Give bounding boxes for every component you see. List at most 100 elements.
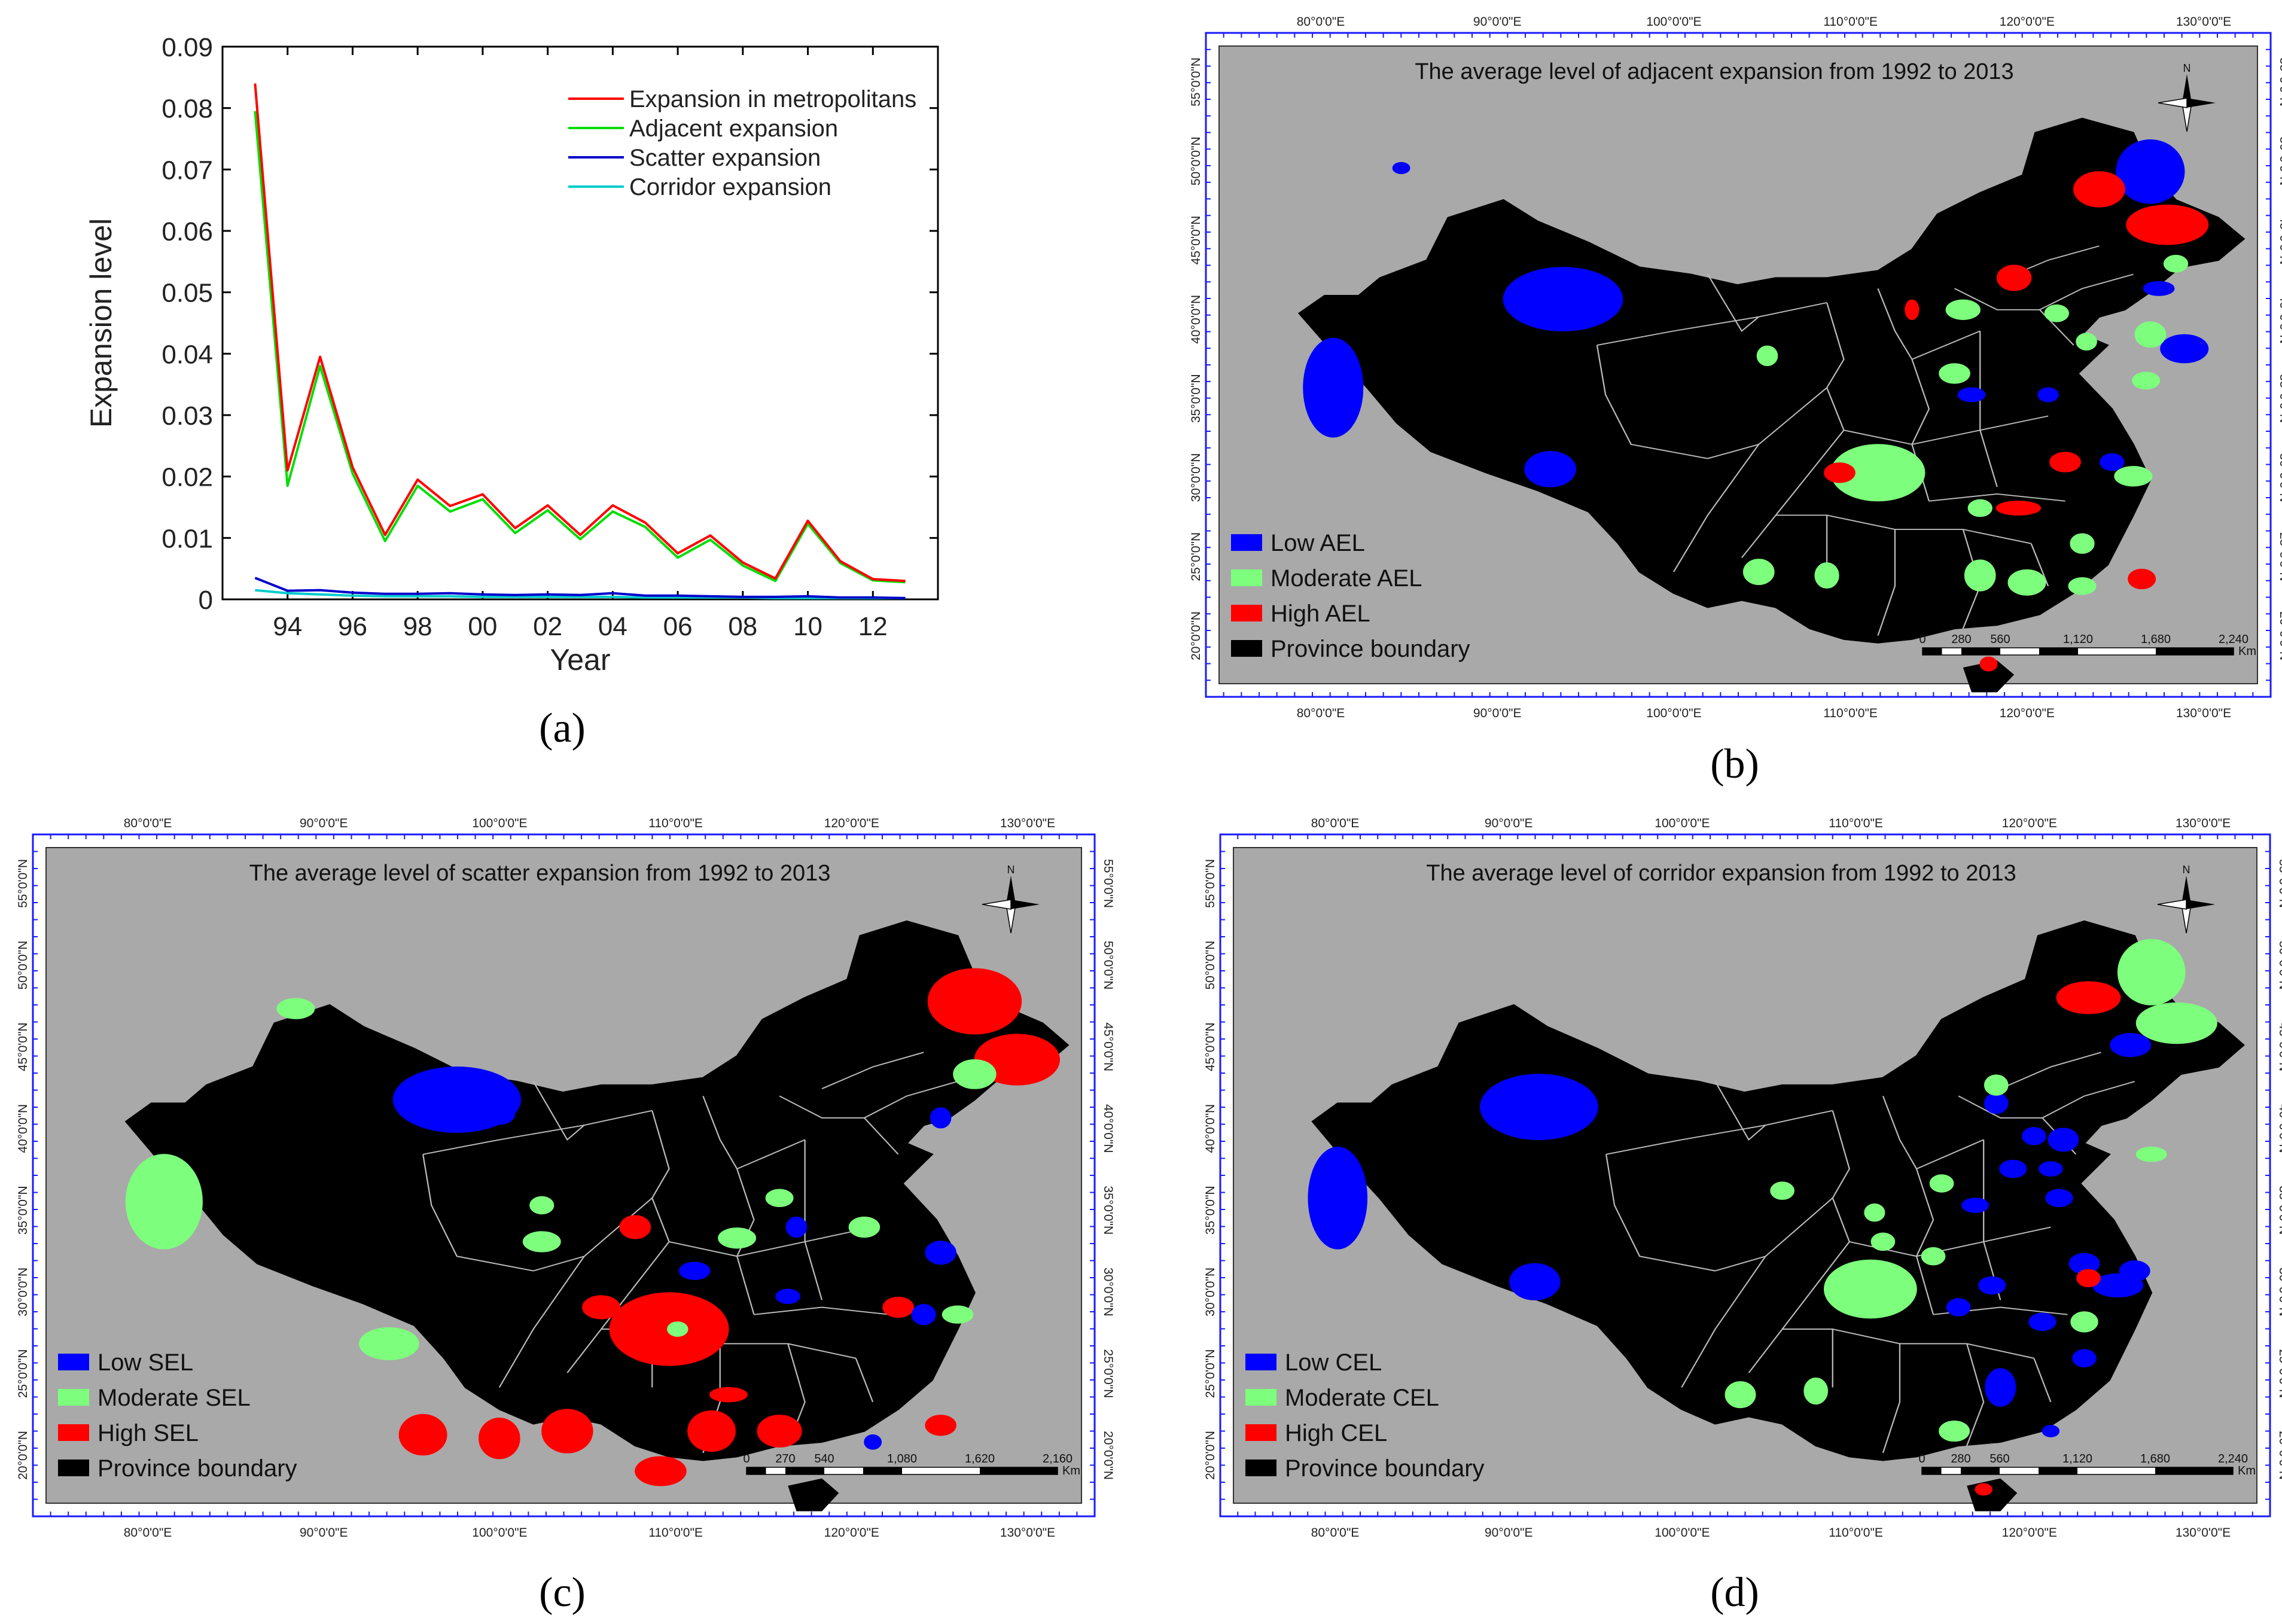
- china-map: [1297, 117, 2246, 693]
- province-boundary-line: [855, 1358, 874, 1403]
- scale-bar-label: 1,680: [2141, 633, 2171, 646]
- region-low: [775, 1288, 800, 1305]
- legend-label: Expansion in metropolitans: [629, 86, 916, 112]
- province-boundary-line: [702, 1096, 806, 1170]
- longitude-label-top: 120°0'0"E: [2000, 15, 2055, 29]
- province-boundary-line: [1714, 1081, 1766, 1141]
- region-moderate: [2068, 577, 2097, 595]
- latitude-label-right: 40°0'0"N: [2277, 1104, 2282, 1153]
- latitude-label-right: 55°0'0"N: [2277, 859, 2282, 908]
- longitude-label-bottom: 80°0'0"E: [1311, 1526, 1360, 1540]
- scale-bar-label: 1,680: [2140, 1452, 2170, 1465]
- frame-ticks: [32, 834, 1095, 1517]
- latitude-label-right: 55°0'0"N: [1101, 859, 1115, 908]
- latitude-label-right: 50°0'0"N: [1101, 941, 1115, 990]
- region-high: [927, 968, 1022, 1035]
- region-high: [2056, 981, 2121, 1014]
- region-high: [479, 1417, 520, 1460]
- region-moderate: [2163, 255, 2189, 273]
- china-map: [124, 920, 1070, 1512]
- caption-a: (a): [539, 705, 586, 751]
- latitude-label-left: 25°0'0"N: [1189, 532, 1203, 581]
- latitude-label-left: 40°0'0"N: [1189, 295, 1203, 344]
- latitude-label-left: 45°0'0"N: [1189, 216, 1203, 265]
- map-panel-1: 80°0'0"E 80°0'0"E 90°0'0"E 90°0'0"E 100°0'0"…: [1189, 15, 2282, 787]
- north-arrow-part: [1006, 876, 1016, 904]
- latitude-label-right: 20°0'0"N: [2277, 1431, 2282, 1480]
- y-tick-label: 0.09: [162, 33, 213, 62]
- longitude-label-top: 100°0'0"E: [1646, 15, 1701, 29]
- province-boundary-line: [1844, 415, 2049, 445]
- province-boundary-line: [1877, 529, 1896, 636]
- province-boundary-line: [1707, 274, 1760, 332]
- longitude-label-bottom: 130°0'0"E: [1000, 1526, 1055, 1540]
- latitude-label-left: 45°0'0"N: [16, 1022, 30, 1071]
- province-boundary-line: [422, 1154, 534, 1272]
- region-moderate: [2135, 1146, 2167, 1162]
- north-arrow-part: [1011, 900, 1040, 909]
- legend-label: Adjacent expansion: [629, 115, 838, 142]
- region-low: [930, 1107, 952, 1129]
- region-low: [1503, 267, 1623, 331]
- map-title: The average level of corridor expansion …: [1426, 861, 2016, 886]
- longitude-label-bottom: 130°0'0"E: [2176, 1526, 2231, 1540]
- scale-bar-label: 2,240: [2219, 633, 2249, 646]
- scale-bar-unit: Km: [2238, 1464, 2256, 1477]
- region-moderate: [765, 1189, 794, 1208]
- region-low: [2028, 1312, 2056, 1332]
- scale-bar-segment: [1961, 648, 2000, 655]
- north-arrow-part: [2182, 876, 2191, 904]
- latitude-label-left: 50°0'0"N: [16, 941, 30, 990]
- latitude-label-right: 50°0'0"N: [2277, 941, 2282, 990]
- region-high: [398, 1413, 447, 1456]
- china-map: [1308, 920, 2245, 1512]
- legend-label: Province boundary: [1285, 1455, 1485, 1482]
- province-boundary-line: [1826, 514, 2031, 544]
- region-moderate: [1984, 1074, 2009, 1096]
- region-moderate: [2070, 1311, 2098, 1333]
- region-low: [2116, 139, 2185, 204]
- region-moderate: [1742, 559, 1775, 585]
- scale-bar-label: 1,620: [965, 1452, 995, 1465]
- legend-label: Low CEL: [1285, 1349, 1382, 1376]
- longitude-label-bottom: 130°0'0"E: [2176, 706, 2231, 720]
- region-moderate: [125, 1154, 203, 1250]
- province-boundary-line: [1832, 1329, 2034, 1359]
- scale-bar-label: 540: [814, 1452, 834, 1465]
- region-low: [1999, 1159, 2027, 1178]
- y-tick-label: 0: [199, 586, 213, 615]
- region-high: [757, 1415, 802, 1448]
- legend-label: Province boundary: [98, 1455, 297, 1482]
- north-arrow-icon: N: [2157, 864, 2215, 934]
- legend-label: Moderate CEL: [1285, 1385, 1439, 1411]
- latitude-label-right: 20°0'0"N: [2277, 611, 2282, 660]
- longitude-label-bottom: 90°0'0"E: [300, 1526, 348, 1540]
- caption-b: (b): [1710, 741, 1759, 787]
- region-moderate: [1824, 1259, 1917, 1319]
- region-high: [2049, 452, 2081, 473]
- longitude-label-bottom: 100°0'0"E: [1646, 706, 1701, 720]
- province-boundary-line: [2000, 1052, 2101, 1090]
- longitude-label-top: 130°0'0"E: [1000, 816, 1055, 830]
- scale-bar-label: 1,120: [2063, 633, 2093, 646]
- scale-bar-label: 1,120: [2062, 1452, 2092, 1465]
- longitude-label-top: 110°0'0"E: [1823, 15, 1878, 29]
- region-moderate: [1945, 299, 1981, 321]
- legend-swatch: [1245, 1389, 1276, 1406]
- region-low: [1957, 387, 1986, 403]
- province-boundary-line: [2039, 273, 2134, 310]
- series-line-scatter-expansion: [254, 577, 906, 599]
- map-title: The average level of adjacent expansion …: [1415, 59, 2013, 84]
- longitude-label-bottom: 110°0'0"E: [1823, 706, 1878, 720]
- plot-area: [221, 45, 939, 601]
- province-boundary-line: [498, 1256, 585, 1388]
- region-low: [2143, 281, 2175, 296]
- region-moderate: [2044, 304, 2069, 322]
- region-high: [1979, 656, 1998, 672]
- region-low: [483, 1104, 516, 1125]
- region-low: [864, 1434, 882, 1450]
- longitude-label-top: 110°0'0"E: [648, 816, 703, 830]
- region-high: [2073, 171, 2125, 208]
- north-label: N: [2183, 62, 2191, 74]
- x-tick-label: 06: [663, 612, 693, 641]
